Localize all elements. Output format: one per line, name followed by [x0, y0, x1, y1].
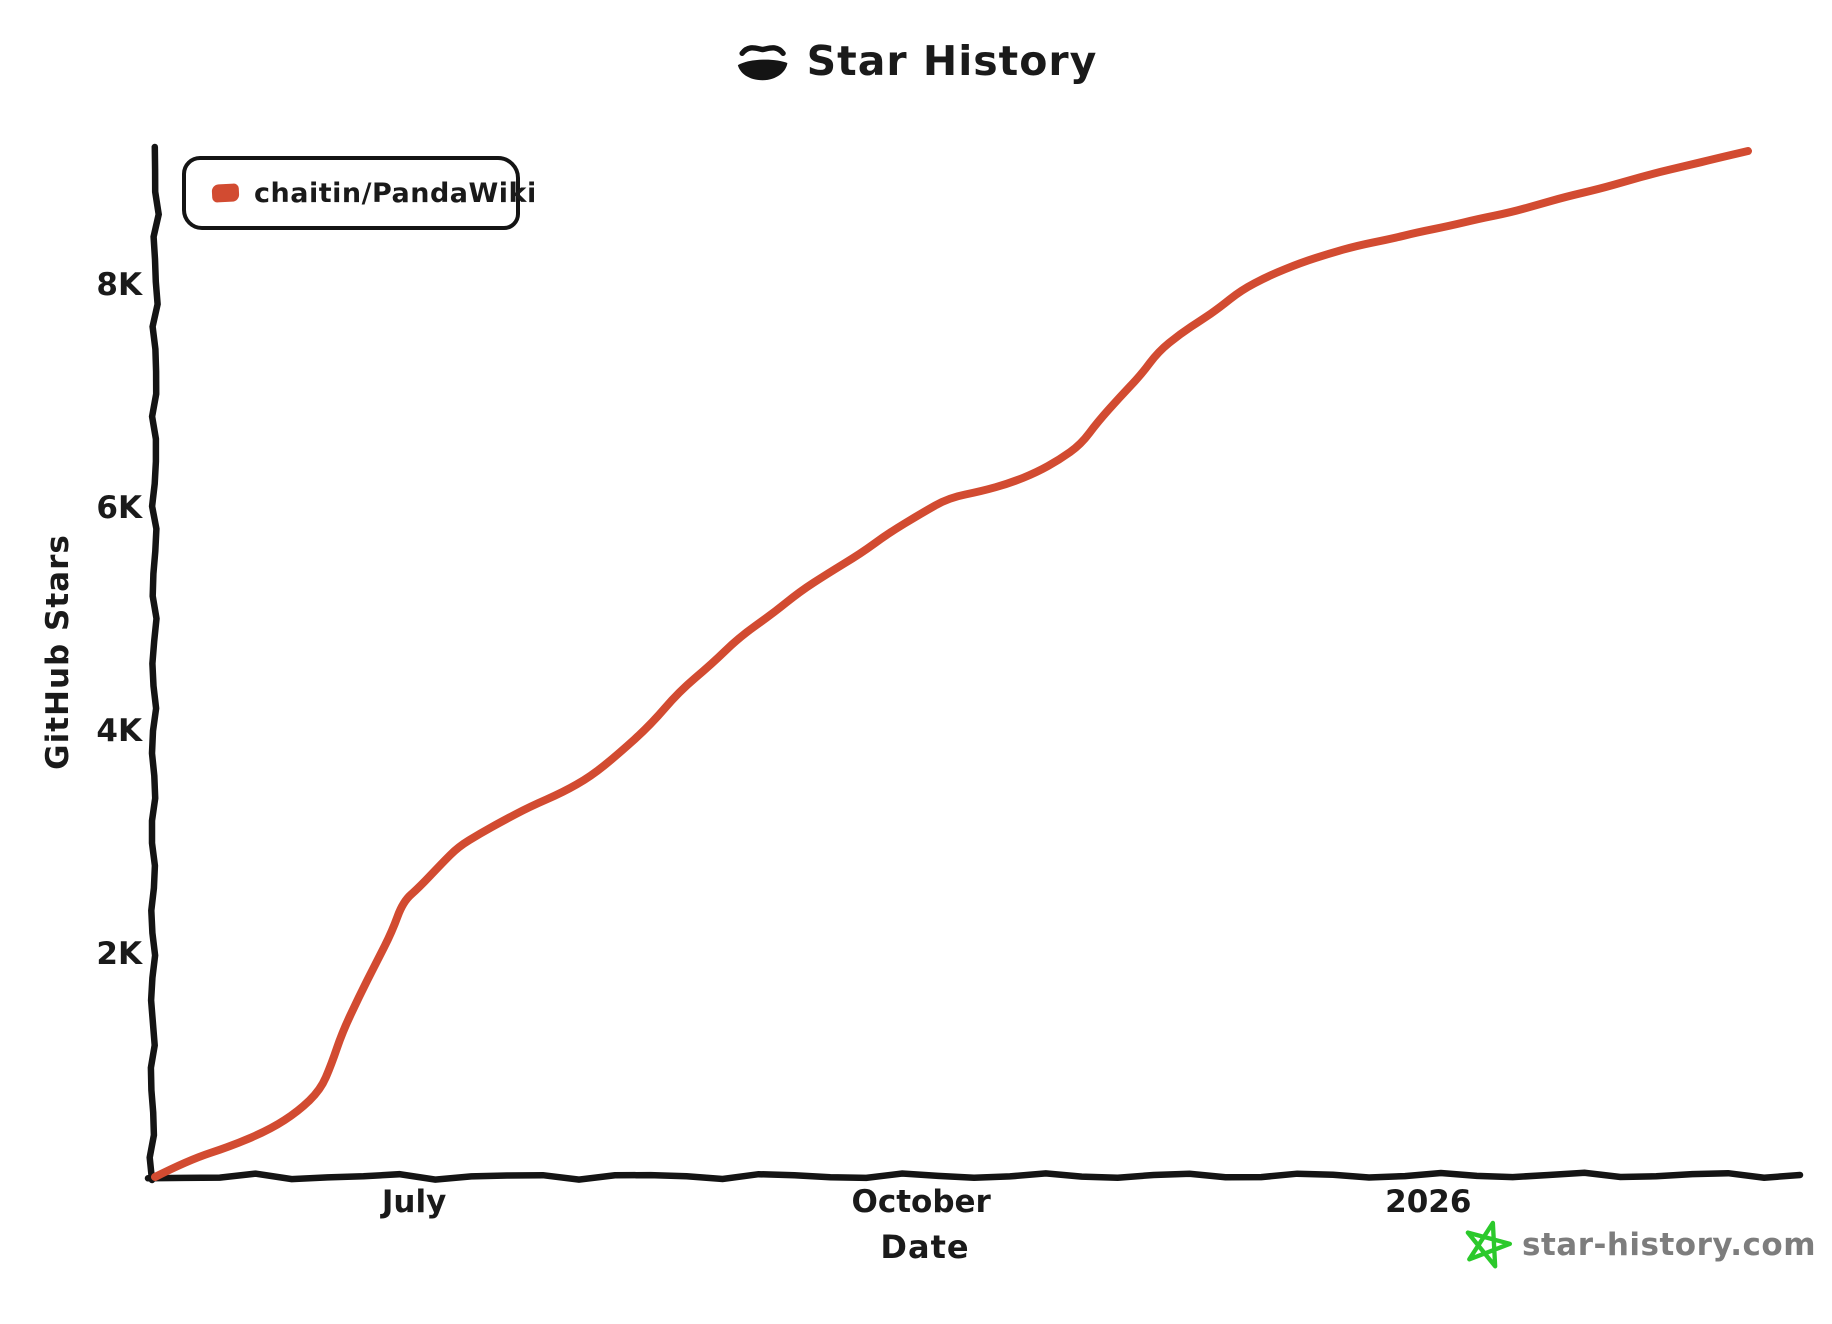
- x-tick-label-October: October: [851, 1184, 991, 1220]
- y-tick-label-2K: 2K: [96, 935, 142, 972]
- series-color-swatch: [211, 183, 240, 203]
- y-axis-line: [146, 143, 163, 1184]
- green-star-icon: [1465, 1220, 1512, 1269]
- page-title: Star History: [806, 37, 1098, 85]
- x-tick-label-2026: 2026: [1385, 1184, 1472, 1220]
- x-axis-line: [144, 1169, 1804, 1183]
- series-line-chaitin-PandaWiki: [151, 147, 1752, 1181]
- legend-box: chaitin/PandaWiki: [182, 156, 536, 230]
- x-tick-label-July: July: [381, 1184, 447, 1220]
- y-tick-label-4K: 4K: [96, 712, 142, 749]
- watermark-link[interactable]: star-history.com: [1462, 1220, 1816, 1270]
- watermark-text: star-history.com: [1522, 1227, 1817, 1263]
- chart-title: Star History: [735, 30, 1098, 92]
- y-tick-label-6K: 6K: [96, 489, 142, 526]
- legend-series-label: chaitin/PandaWiki: [254, 177, 537, 209]
- y-axis-title: GitHub Stars: [40, 534, 76, 770]
- star-history-crown-logo-icon: [737, 45, 788, 81]
- x-axis-title: Date: [880, 1228, 970, 1266]
- y-tick-label-8K: 8K: [96, 266, 142, 303]
